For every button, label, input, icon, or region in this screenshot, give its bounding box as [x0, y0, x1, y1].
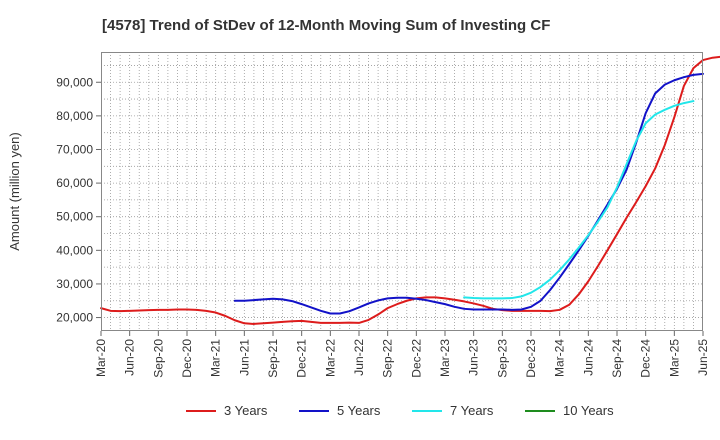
- y-axis-ticks: 20,000 30,000 40,000 50,000 60,000 70,000 80,0…: [56, 75, 101, 325]
- legend-label: 7 Years: [450, 403, 494, 418]
- series-line-2: [233, 72, 704, 315]
- y-tick-label: 50,000: [56, 210, 93, 224]
- x-tick-label: Dec-23: [524, 339, 538, 378]
- x-axis-ticks: Mar-20 Jun-20 Sep-20 Dec-20 Mar-21 Jun-21 Sep-…: [94, 331, 710, 378]
- x-tick-label: Mar-21: [209, 339, 223, 377]
- y-tick-label: 20,000: [56, 311, 93, 325]
- x-tick-label: Dec-20: [180, 339, 194, 378]
- legend: 3 Years 5 Years 7 Years 10 Years: [186, 403, 614, 418]
- x-tick-label: Sep-22: [381, 339, 395, 378]
- x-tick-label: Jun-22: [352, 339, 366, 376]
- x-tick-label: Mar-24: [553, 339, 567, 377]
- legend-label: 3 Years: [224, 403, 268, 418]
- grid-lines: [101, 52, 703, 331]
- plot-area: [101, 52, 703, 331]
- series-line-3: [463, 100, 695, 300]
- plot-frame: [101, 52, 703, 331]
- y-tick-label: 90,000: [56, 75, 93, 89]
- x-tick-label: Jun-20: [123, 339, 137, 376]
- x-tick-label: Jun-25: [696, 339, 710, 376]
- x-tick-label: Mar-25: [667, 339, 681, 377]
- x-tick-label: Jun-24: [581, 339, 595, 376]
- x-tick-label: Mar-20: [94, 339, 108, 377]
- x-tick-label: Jun-21: [237, 339, 251, 376]
- y-tick-label: 40,000: [56, 243, 93, 257]
- y-tick-label: 80,000: [56, 109, 93, 123]
- x-tick-label: Jun-23: [467, 339, 481, 376]
- series-layer: [100, 55, 720, 325]
- x-tick-label: Mar-22: [323, 339, 337, 377]
- y-tick-label: 30,000: [56, 277, 93, 291]
- x-tick-label: Sep-24: [610, 339, 624, 378]
- legend-label: 10 Years: [563, 403, 614, 418]
- y-tick-label: 60,000: [56, 176, 93, 190]
- legend-label: 5 Years: [337, 403, 381, 418]
- x-tick-label: Sep-21: [266, 339, 280, 378]
- x-tick-label: Sep-23: [495, 339, 509, 378]
- x-tick-label: Dec-22: [409, 339, 423, 378]
- x-tick-label: Dec-21: [295, 339, 309, 378]
- chart-title: [4578] Trend of StDev of 12-Month Moving…: [102, 17, 550, 34]
- series-line-1: [100, 55, 720, 325]
- x-tick-label: Sep-20: [151, 339, 165, 378]
- x-tick-label: Dec-24: [639, 339, 653, 378]
- y-tick-label: 70,000: [56, 142, 93, 156]
- y-axis-label: Amount (million yen): [7, 132, 22, 251]
- x-tick-label: Mar-23: [438, 339, 452, 377]
